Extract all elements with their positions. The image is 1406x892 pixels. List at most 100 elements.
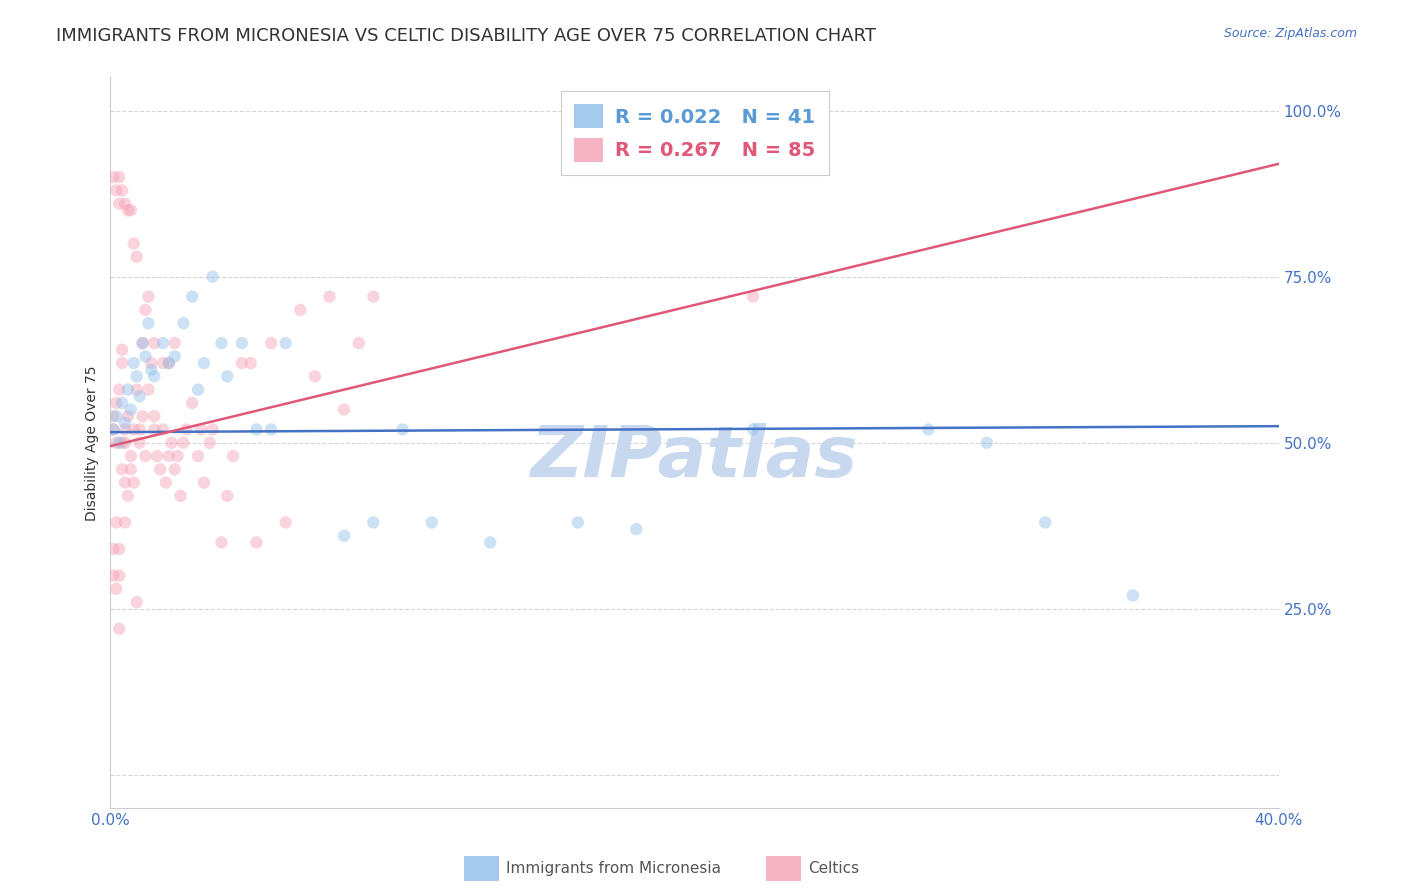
Point	[157, 356, 180, 370]
Point	[105, 582, 128, 596]
Point	[128, 422, 150, 436]
Point	[114, 516, 136, 530]
Point	[245, 422, 267, 436]
Point	[217, 369, 239, 384]
Point	[143, 369, 166, 384]
Point	[187, 449, 209, 463]
Text: Immigrants from Micronesia: Immigrants from Micronesia	[506, 862, 721, 876]
Text: Celtics: Celtics	[808, 862, 859, 876]
Point	[193, 475, 215, 490]
Point	[134, 350, 156, 364]
Y-axis label: Disability Age Over 75: Disability Age Over 75	[86, 365, 100, 521]
Point	[172, 435, 194, 450]
Point	[274, 336, 297, 351]
Point	[111, 435, 134, 450]
Point	[222, 449, 245, 463]
Point	[128, 435, 150, 450]
Point	[742, 422, 765, 436]
Point	[117, 409, 139, 424]
Point	[181, 396, 204, 410]
Point	[111, 462, 134, 476]
Point	[111, 356, 134, 370]
Point	[105, 409, 128, 424]
Point	[120, 462, 142, 476]
Legend: R = 0.022   N = 41, R = 0.267   N = 85: R = 0.022 N = 41, R = 0.267 N = 85	[561, 91, 828, 175]
Point	[134, 302, 156, 317]
Point	[122, 422, 145, 436]
Point	[363, 516, 385, 530]
Point	[108, 622, 131, 636]
Point	[209, 535, 232, 549]
Point	[117, 203, 139, 218]
Point	[917, 422, 939, 436]
Point	[108, 196, 131, 211]
Point	[131, 336, 153, 351]
Point	[567, 516, 589, 530]
Point	[117, 383, 139, 397]
Point	[260, 336, 283, 351]
Point	[111, 343, 134, 357]
Point	[209, 336, 232, 351]
Point	[347, 336, 370, 351]
Point	[114, 422, 136, 436]
Point	[976, 435, 998, 450]
Point	[149, 462, 172, 476]
Point	[318, 290, 340, 304]
Point	[122, 356, 145, 370]
Point	[138, 290, 160, 304]
Point	[103, 422, 125, 436]
Point	[108, 170, 131, 185]
Point	[138, 316, 160, 330]
Point	[125, 369, 148, 384]
Point	[420, 516, 443, 530]
Point	[117, 489, 139, 503]
Point	[131, 336, 153, 351]
Point	[391, 422, 413, 436]
Point	[166, 449, 188, 463]
Point	[120, 449, 142, 463]
Point	[108, 568, 131, 582]
Point	[125, 595, 148, 609]
Point	[333, 529, 356, 543]
Text: Source: ZipAtlas.com: Source: ZipAtlas.com	[1223, 27, 1357, 40]
Point	[187, 383, 209, 397]
Point	[103, 542, 125, 557]
Point	[163, 336, 186, 351]
Point	[169, 489, 191, 503]
Point	[105, 516, 128, 530]
Point	[157, 356, 180, 370]
Point	[193, 356, 215, 370]
Point	[120, 402, 142, 417]
Point	[231, 356, 253, 370]
Point	[114, 475, 136, 490]
Point	[190, 422, 212, 436]
Point	[626, 522, 648, 536]
Point	[160, 435, 183, 450]
Point	[143, 422, 166, 436]
Point	[152, 422, 174, 436]
Point	[217, 489, 239, 503]
Point	[105, 435, 128, 450]
Point	[181, 290, 204, 304]
Point	[742, 290, 765, 304]
Point	[108, 542, 131, 557]
Point	[1122, 589, 1144, 603]
Point	[274, 516, 297, 530]
Point	[120, 203, 142, 218]
Point	[245, 535, 267, 549]
Point	[201, 269, 224, 284]
Point	[163, 462, 186, 476]
Point	[103, 170, 125, 185]
Point	[141, 362, 163, 376]
Point	[260, 422, 283, 436]
Point	[172, 316, 194, 330]
Point	[111, 396, 134, 410]
Point	[198, 435, 221, 450]
Point	[152, 336, 174, 351]
Point	[114, 416, 136, 430]
Point	[239, 356, 262, 370]
Point	[231, 336, 253, 351]
Point	[103, 568, 125, 582]
Point	[176, 422, 198, 436]
Point	[138, 383, 160, 397]
